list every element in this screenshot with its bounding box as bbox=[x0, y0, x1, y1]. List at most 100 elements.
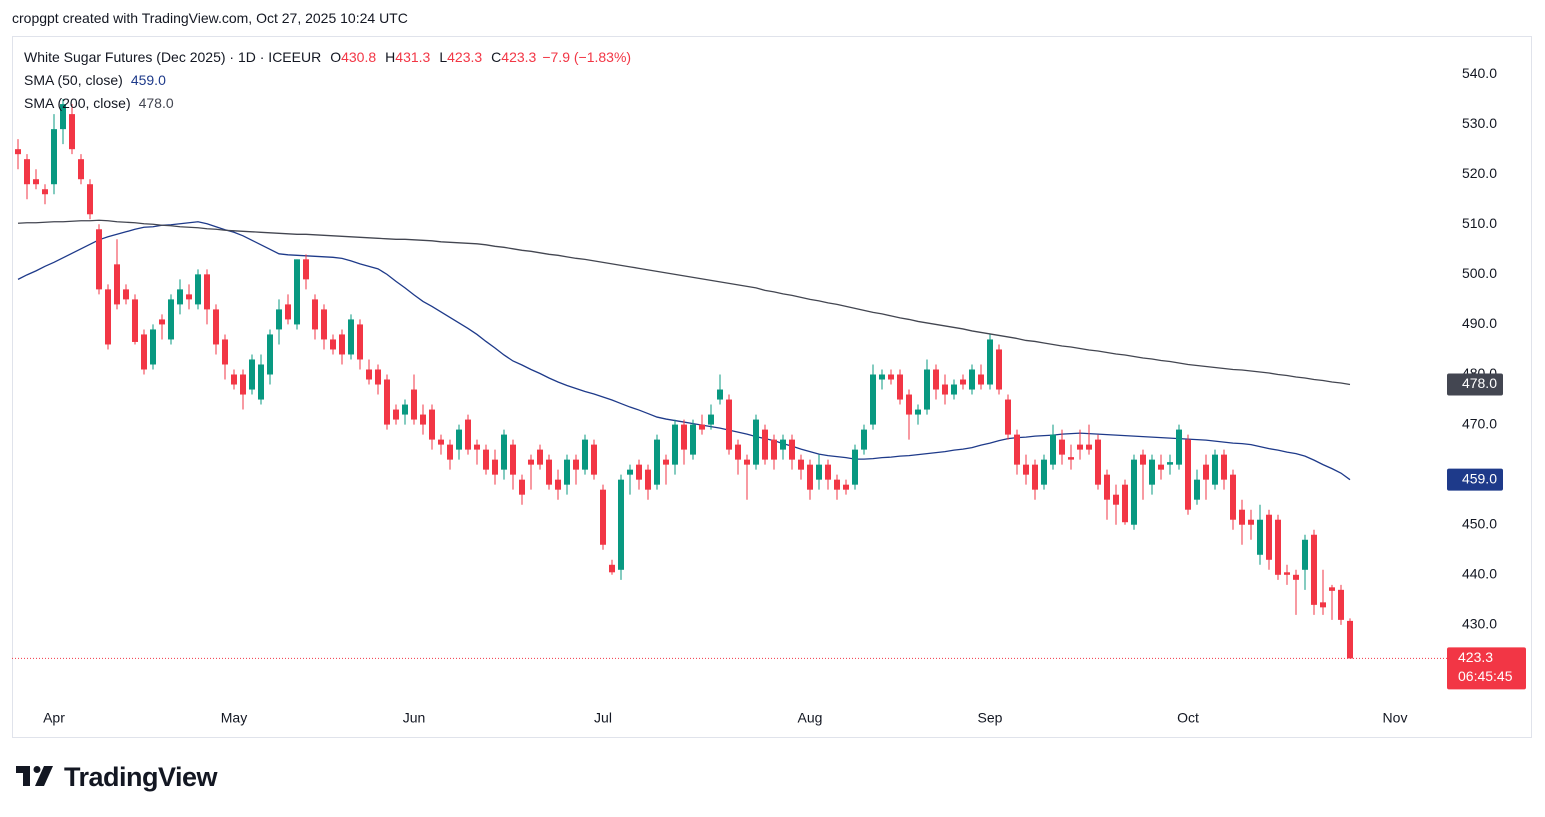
candle-body bbox=[1248, 519, 1254, 525]
candle-body bbox=[267, 334, 273, 375]
candle-body bbox=[654, 439, 660, 485]
candle-body bbox=[1104, 474, 1110, 500]
x-tick-label: Oct bbox=[1177, 710, 1199, 726]
candle-body bbox=[1266, 514, 1272, 560]
candle-body bbox=[510, 444, 516, 475]
y-tick-label: 500.0 bbox=[1462, 265, 1497, 281]
candle-body bbox=[348, 319, 354, 355]
y-tick-label: 490.0 bbox=[1462, 315, 1497, 331]
candle-body bbox=[1302, 539, 1308, 570]
candle-body bbox=[1005, 399, 1011, 435]
candle-body bbox=[1131, 459, 1137, 525]
candle-body bbox=[15, 149, 21, 155]
legend-value: 478.0 bbox=[138, 95, 174, 111]
candle-body bbox=[204, 274, 210, 310]
candle-body bbox=[897, 374, 903, 400]
candle-body bbox=[132, 299, 138, 342]
candle-body bbox=[672, 424, 678, 465]
y-tick-label: 440.0 bbox=[1462, 566, 1497, 582]
candle-body bbox=[438, 439, 444, 445]
candle-body bbox=[1230, 474, 1236, 520]
candle-body bbox=[843, 484, 849, 490]
candle-body bbox=[789, 439, 795, 460]
candle-body bbox=[1158, 464, 1164, 470]
x-tick-label: Jun bbox=[403, 710, 426, 726]
candle-body bbox=[627, 469, 633, 475]
candle-body bbox=[474, 444, 480, 450]
candle-body bbox=[582, 439, 588, 470]
candle-body bbox=[150, 329, 156, 365]
candle-body bbox=[798, 459, 804, 470]
candle-body bbox=[222, 339, 228, 365]
legend-row: SMA (50, close) 459.0 bbox=[24, 69, 631, 92]
candle-body bbox=[33, 179, 39, 185]
candle-body bbox=[771, 439, 777, 460]
candle-body bbox=[690, 424, 696, 455]
candle-body bbox=[744, 459, 750, 465]
y-tick-label: 430.0 bbox=[1462, 616, 1497, 632]
ohlc-value: 423.3 bbox=[447, 49, 483, 65]
candle-body bbox=[24, 159, 30, 185]
legend: White Sugar Futures (Dec 2025) · 1D · IC… bbox=[24, 46, 631, 115]
candle-body bbox=[357, 324, 363, 360]
x-tick-label: Aug bbox=[798, 710, 823, 726]
candle-body bbox=[330, 339, 336, 350]
candle-body bbox=[663, 459, 669, 465]
candle-body bbox=[645, 469, 651, 490]
ohlc-label: L bbox=[439, 49, 448, 65]
candle-body bbox=[1293, 574, 1299, 580]
candle-body bbox=[933, 369, 939, 390]
candle-body bbox=[1194, 479, 1200, 500]
candle-body bbox=[1095, 439, 1101, 485]
candle-body bbox=[447, 444, 453, 460]
candle-body bbox=[537, 449, 543, 465]
candle-body bbox=[573, 459, 579, 470]
candle-body bbox=[861, 429, 867, 450]
candle-body bbox=[294, 259, 300, 325]
candle-body bbox=[870, 374, 876, 425]
candle-body bbox=[1167, 462, 1173, 465]
candle-body bbox=[492, 459, 498, 475]
candle-body bbox=[636, 464, 642, 480]
candle-body bbox=[681, 424, 687, 450]
candle-body bbox=[834, 479, 840, 490]
candle-body bbox=[177, 289, 183, 305]
candle-body bbox=[1203, 464, 1209, 480]
candle-body bbox=[411, 389, 417, 420]
candle-body bbox=[258, 364, 264, 400]
candle-body bbox=[1014, 434, 1020, 465]
price-tag bbox=[1447, 647, 1526, 690]
y-tick-label: 510.0 bbox=[1462, 215, 1497, 231]
x-tick-label: Nov bbox=[1383, 710, 1408, 726]
candle-body bbox=[96, 229, 102, 290]
candle-body bbox=[78, 159, 84, 180]
brand: TradingView bbox=[64, 762, 218, 792]
y-tick-label: 470.0 bbox=[1462, 415, 1497, 431]
candle-body bbox=[1050, 434, 1056, 465]
candle-body bbox=[1311, 534, 1317, 605]
candle-body bbox=[1257, 519, 1263, 555]
legend-row: SMA (200, close) 478.0 bbox=[24, 92, 631, 115]
y-tick-label: 450.0 bbox=[1462, 515, 1497, 531]
candle-body bbox=[924, 369, 930, 410]
candle-body bbox=[1185, 439, 1191, 510]
ohlc-value: 423.3 bbox=[501, 49, 537, 65]
candle-body bbox=[375, 369, 381, 385]
candle-body bbox=[807, 464, 813, 490]
candle-body bbox=[1284, 572, 1290, 575]
candle-body bbox=[987, 339, 993, 385]
x-tick-label: May bbox=[221, 710, 247, 726]
candle-body bbox=[321, 309, 327, 340]
ohlc-value: 430.8 bbox=[341, 49, 377, 65]
legend-title: White Sugar Futures (Dec 2025) · 1D · IC… bbox=[24, 49, 322, 65]
ohlc-value: 431.3 bbox=[395, 49, 431, 65]
candle-body bbox=[546, 459, 552, 485]
candle-body bbox=[1041, 459, 1047, 485]
x-tick-label: Apr bbox=[43, 710, 65, 726]
candle-body bbox=[303, 259, 309, 280]
legend-row: White Sugar Futures (Dec 2025) · 1D · IC… bbox=[24, 46, 631, 69]
candle-body bbox=[717, 389, 723, 400]
candle-body bbox=[159, 319, 165, 325]
